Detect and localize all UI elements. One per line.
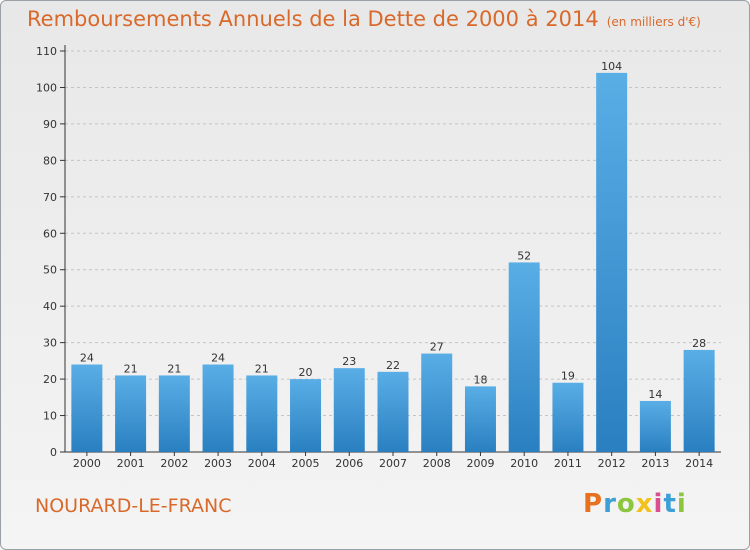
y-tick-label: 60 [43,227,57,240]
x-tick-label: 2000 [73,457,101,470]
bar-2007 [377,371,409,452]
y-tick-label: 100 [36,81,57,94]
x-tick-label: 2008 [423,457,451,470]
x-tick-label: 2005 [292,457,320,470]
data-label: 24 [80,352,94,365]
x-tick-label: 2012 [598,457,626,470]
bar-2011 [552,382,584,452]
x-tick-label: 2003 [204,457,232,470]
bar-2012 [596,72,628,452]
x-tick-label: 2014 [685,457,713,470]
unit-label: (en milliers d'€) [606,15,701,29]
bar-2008 [421,353,453,452]
x-tick-label: 2010 [510,457,538,470]
y-tick-label: 90 [43,118,57,131]
y-tick-label: 110 [36,45,57,58]
x-tick-label: 2002 [160,457,188,470]
labels: 0 10 20 30 40 50 60 70 80 90 100 110 24 2000 21 2001 21 2… [36,45,713,470]
bar-2014 [683,349,715,452]
proxiti-logo: Proxiti [583,489,687,519]
data-label: 27 [430,341,444,354]
data-label: 14 [648,388,662,401]
data-label: 52 [517,249,531,262]
x-tick-label: 2007 [379,457,407,470]
bar-2013 [639,400,671,452]
y-tick-label: 20 [43,373,57,386]
data-label: 104 [601,60,622,73]
x-tick-label: 2001 [117,457,145,470]
bar-2010 [508,262,540,452]
commune-name: NOURARD-LE-FRANC [35,495,232,517]
y-tick-label: 40 [43,300,57,313]
data-label: 24 [211,352,225,365]
data-label: 28 [692,337,706,350]
x-tick-label: 2013 [641,457,669,470]
y-tick-label: 80 [43,154,57,167]
data-label: 21 [167,362,181,375]
y-tick-label: 70 [43,191,57,204]
bar-2004 [246,375,278,452]
y-tick-label: 10 [43,410,57,423]
bar-2006 [333,368,365,452]
chart-title-text: Remboursements Annuels de la Dette de 20… [27,7,599,31]
bar-2002 [158,375,190,452]
data-label: 22 [386,359,400,372]
y-tick-label: 50 [43,264,57,277]
x-tick-label: 2011 [554,457,582,470]
bar-2003 [202,364,234,452]
x-tick-label: 2006 [335,457,363,470]
data-label: 23 [342,355,356,368]
bar-2000 [71,364,103,452]
chart-title: Remboursements Annuels de la Dette de 20… [27,7,701,31]
data-label: 21 [255,362,269,375]
x-tick-label: 2009 [466,457,494,470]
bar-2009 [464,386,496,452]
y-tick-label: 0 [50,446,57,459]
data-label: 21 [124,362,138,375]
x-tick-label: 2004 [248,457,276,470]
data-label: 19 [561,370,575,383]
data-label: 20 [299,366,313,379]
bar-2005 [290,379,322,452]
y-tick-label: 30 [43,337,57,350]
bars [71,72,715,452]
bar-2001 [115,375,147,452]
data-label: 18 [473,373,487,386]
